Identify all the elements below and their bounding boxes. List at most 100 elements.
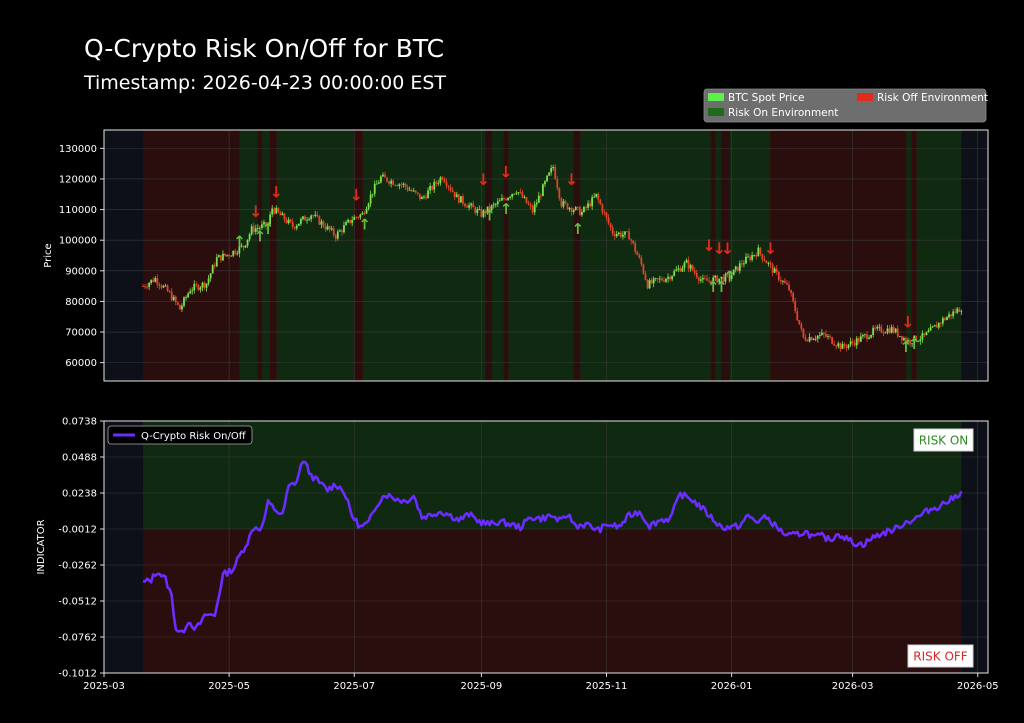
candle-body [421, 197, 423, 200]
candle-body [650, 280, 653, 284]
candle-body [905, 338, 907, 342]
candle-body [234, 250, 237, 254]
candle-body [572, 210, 575, 213]
candle-body [265, 222, 267, 226]
candle-body [663, 280, 665, 282]
candle-body [158, 284, 161, 286]
candle-body [437, 183, 440, 184]
price-ytick-label: 70000 [65, 328, 97, 339]
candle-body [714, 275, 717, 278]
indicator-legend-label: Q-Crypto Risk On/Off [141, 431, 247, 442]
chart-subtitle: Timestamp: 2026-04-23 00:00:00 EST [84, 72, 447, 94]
candle-body [201, 282, 204, 288]
risk-off-signal-arrow: ↓ [565, 170, 578, 189]
candle-body [410, 190, 413, 192]
candle-body [488, 206, 491, 211]
candle-body [494, 204, 497, 205]
candle-body [511, 194, 514, 197]
candle-body [232, 250, 235, 256]
candle-body [330, 228, 333, 230]
risk-off-signal-arrow: ↓ [350, 185, 363, 204]
candle-body [242, 245, 245, 248]
price-ytick-label: 60000 [65, 358, 97, 369]
candle-body [187, 293, 189, 298]
price-legend: BTC Spot Price Risk Off Environment Risk O… [703, 88, 988, 123]
candle-body [706, 278, 708, 281]
candle-body [759, 247, 762, 254]
candle-body [191, 290, 194, 292]
risk-off-signal-arrow: ↓ [764, 239, 777, 258]
candle-body [939, 322, 942, 324]
candle-body [320, 221, 323, 225]
candle-body [818, 334, 821, 336]
candle-body [275, 207, 278, 214]
candle-body [941, 318, 944, 324]
candle-body [406, 186, 409, 191]
candle-body [281, 213, 284, 216]
candle-body [373, 183, 376, 194]
candle-body [258, 227, 261, 229]
candle-body [396, 185, 399, 187]
candle-body [160, 285, 163, 288]
candle-body [152, 279, 155, 282]
candle-body [189, 291, 192, 294]
candle-body [558, 188, 561, 199]
risk-on-signal-arrow: ↑ [572, 220, 585, 238]
candle-body [609, 223, 612, 228]
candle-body [297, 223, 300, 226]
candle-body [716, 275, 719, 283]
risk-off-band [354, 130, 363, 381]
candle-body [898, 335, 901, 337]
candle-body [521, 192, 524, 198]
risk-on-band [261, 130, 271, 381]
candle-body [687, 260, 690, 269]
candle-body [332, 228, 335, 236]
candle-body [394, 184, 397, 186]
candle-body [433, 181, 436, 190]
candle-body [671, 275, 674, 280]
candle-body [763, 259, 766, 261]
candle-body [185, 297, 187, 298]
candle-body [435, 181, 438, 184]
indicator-xtick-label: 2026-03 [832, 681, 874, 692]
candle-body [238, 246, 241, 254]
candle-body [209, 273, 212, 279]
candle-body [482, 210, 485, 217]
candle-body [148, 282, 151, 287]
candle-body [427, 190, 429, 199]
candle-body [150, 279, 153, 283]
candle-body [808, 337, 811, 342]
candle-body [693, 270, 696, 273]
indicator-xtick-label: 2025-09 [460, 681, 502, 692]
candle-body [726, 273, 729, 275]
candle-body [449, 187, 452, 191]
legend-label: Risk On Environment [728, 107, 838, 119]
candle-body [289, 219, 292, 222]
candle-body [611, 227, 614, 235]
risk-off-band [573, 130, 580, 381]
indicator-ytick-label: 0.0488 [62, 453, 97, 464]
candle-body [734, 266, 737, 270]
indicator-xtick-label: 2026-01 [711, 681, 753, 692]
candle-body [414, 190, 417, 193]
candle-body [398, 184, 401, 187]
candle-body [240, 245, 243, 247]
candle-body [810, 337, 813, 341]
price-ytick-label: 120000 [59, 174, 97, 185]
candle-body [345, 222, 347, 226]
candle-body [870, 335, 872, 338]
candle-body [464, 203, 466, 206]
candle-body [751, 255, 754, 260]
candle-body [597, 193, 600, 200]
candle-body [349, 219, 352, 223]
candle-body [769, 262, 772, 265]
candle-body [382, 174, 384, 177]
candle-body [269, 214, 272, 225]
candle-body [761, 253, 764, 260]
candle-body [950, 314, 952, 317]
candle-body [576, 206, 579, 208]
risk-off-band [711, 130, 716, 381]
candle-body [507, 197, 509, 201]
candle-body [745, 256, 747, 264]
indicator-ytick-label: -0.0262 [58, 561, 97, 572]
